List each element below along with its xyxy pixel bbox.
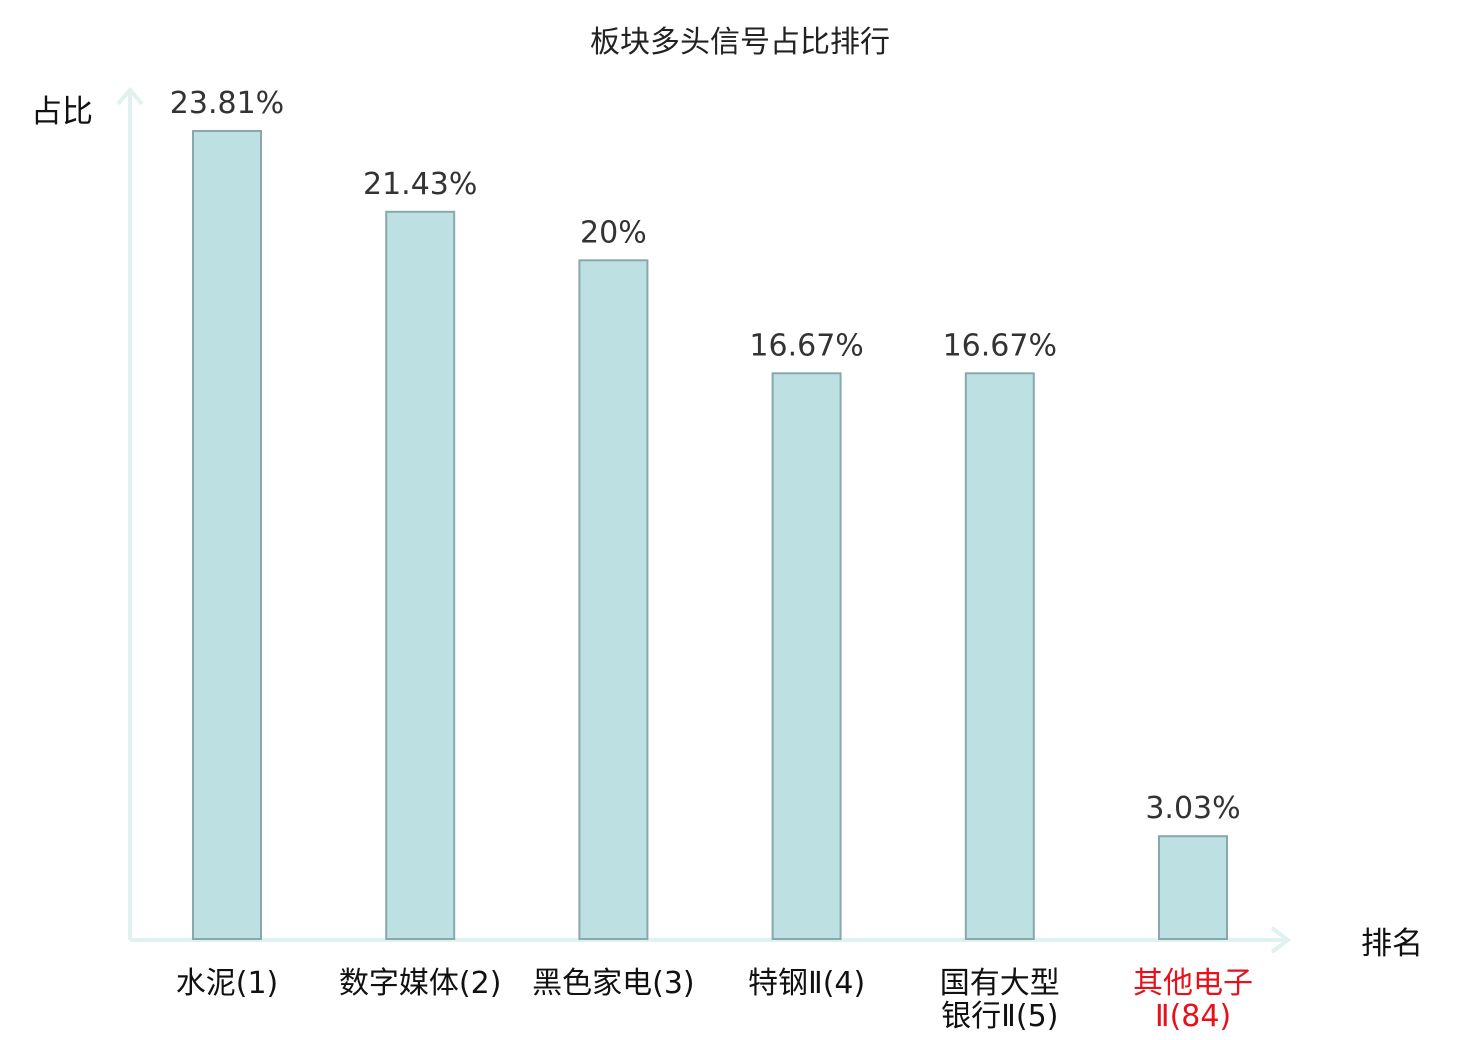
value-labels-group: 23.81% 21.43% 20% 16.67% 16.67% 3.03% [170, 86, 1241, 826]
category-label: 其他电子 [1133, 966, 1253, 1001]
category-label: Ⅱ(84) [1155, 999, 1231, 1034]
bar [192, 130, 262, 940]
bar-value-label: 23.81% [170, 86, 284, 121]
bar-value-label: 16.67% [749, 328, 863, 363]
bar-value-label: 3.03% [1145, 791, 1240, 826]
category-label: 数字媒体(2) [339, 966, 502, 1001]
category-label: 黑色家电(3) [532, 966, 695, 1001]
bar-value-label: 21.43% [363, 167, 477, 202]
bar-value-label: 20% [580, 215, 647, 250]
bar [385, 210, 456, 941]
bar-value-label: 16.67% [943, 328, 1057, 363]
category-label: 国有大型 [940, 966, 1060, 1001]
bars-group [192, 130, 1228, 941]
bar [1158, 835, 1228, 941]
x-axis-label: 排名 [1361, 926, 1423, 962]
category-label: 特钢Ⅱ(4) [748, 966, 865, 1001]
y-axis-label: 占比 [31, 94, 93, 130]
chart-title: 板块多头信号占比排行 [590, 25, 890, 60]
y-axis-arrow [116, 86, 144, 106]
category-label: 水泥(1) [176, 966, 279, 1001]
bar [578, 259, 649, 940]
bar [771, 372, 842, 940]
bar [964, 372, 1035, 940]
x-axis-arrow [1270, 926, 1292, 954]
category-label: 银行Ⅱ(5) [941, 999, 1058, 1034]
